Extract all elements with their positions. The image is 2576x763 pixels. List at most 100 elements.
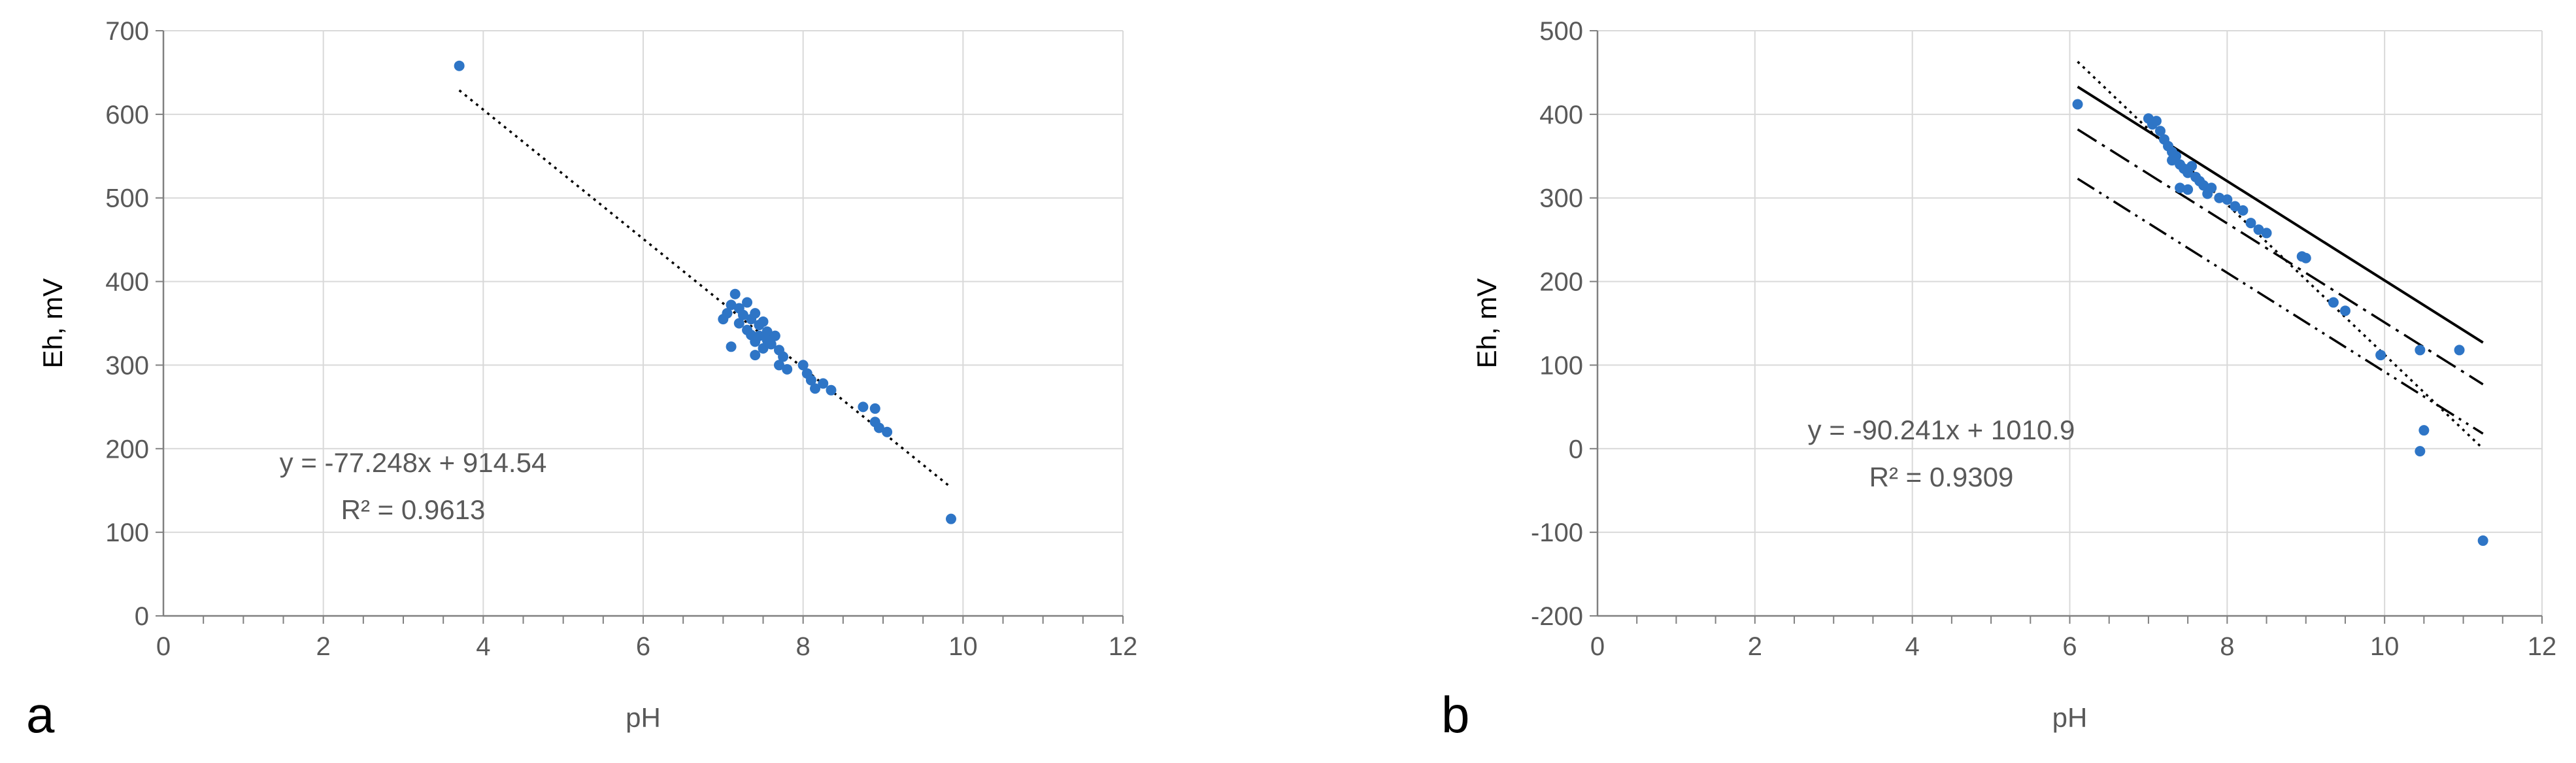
panel-b-y-tick-label: 200 — [1539, 268, 1583, 297]
panel-b-data-point — [2198, 180, 2209, 191]
panel-b-data-point — [2418, 425, 2430, 436]
panel-b-data-point — [2150, 116, 2162, 127]
panel-b-data-point — [2230, 201, 2241, 212]
panel-b-data-point — [2375, 350, 2386, 361]
panel-a-data-point — [726, 341, 737, 352]
panel-b-r-squared: R² = 0.9309 — [1869, 462, 2014, 492]
panel-a-data-point — [726, 299, 737, 311]
panel-b-data-point — [2183, 184, 2194, 195]
panel-a-data-point — [742, 297, 753, 308]
panel-a-data-point — [722, 308, 733, 319]
panel-b-data-point — [2415, 345, 2426, 356]
panel-a-data-point — [869, 403, 880, 414]
panel-a-data-point — [761, 326, 773, 337]
panel-b-y-tick-label: 100 — [1539, 351, 1583, 380]
panel-a-x-tick-label: 0 — [156, 632, 171, 661]
panel-b-data-point — [2175, 182, 2186, 194]
panel-b-letter: b — [1441, 686, 1469, 743]
panel-a-data-point — [858, 401, 869, 413]
panel-a-data-point — [454, 60, 465, 71]
panel-a-data-point — [805, 375, 816, 386]
panel-a-y-tick-label: 200 — [105, 435, 149, 464]
panel-b-data-point — [2206, 182, 2217, 194]
panel-a-data-point — [765, 339, 777, 350]
panel-a-y-tick-label: 0 — [135, 602, 149, 631]
panel-a-y-tick-label: 500 — [105, 184, 149, 213]
panel-b-data-point — [2171, 150, 2182, 161]
panel-a-data-point — [773, 360, 784, 371]
panel-b-data-point — [2261, 228, 2272, 239]
panel-a-y-tick-label: 700 — [105, 17, 149, 46]
panel-b-data-point — [2477, 535, 2488, 546]
panel-b-data-point — [2222, 194, 2233, 205]
panel-b-x-tick-label: 0 — [1590, 632, 1605, 661]
panel-a-data-point — [733, 318, 744, 329]
panel-b-y-tick-label: -100 — [1531, 518, 1583, 547]
panel-b-data-point — [2245, 218, 2256, 229]
panel-b-data-point — [2237, 205, 2249, 216]
panel-b-y-axis-title: Eh, mV — [1471, 279, 1502, 369]
panel-b-y-tick-label: 0 — [1569, 435, 1583, 464]
panel-b-x-tick-label: 12 — [2528, 632, 2557, 661]
panel-a-data-point — [778, 351, 789, 362]
panel-b-data-point — [2415, 446, 2426, 457]
panel-a-data-point — [810, 383, 821, 394]
panel-a-x-tick-label: 6 — [636, 632, 650, 661]
panel-a-data-point — [758, 316, 769, 327]
panel-b-x-axis-title: pH — [2052, 702, 2088, 733]
panel-b-data-point — [2454, 345, 2465, 356]
panel-b-x-tick-label: 4 — [1905, 632, 1920, 661]
panel-a-y-tick-label: 400 — [105, 268, 149, 297]
panel-a-data-point — [750, 308, 761, 319]
panel-b-y-tick-label: 400 — [1539, 101, 1583, 129]
panel-b-y-tick-label: -200 — [1531, 602, 1583, 631]
panel-a-data-point — [737, 309, 748, 320]
panel-a-data-point — [729, 288, 741, 299]
panel-a-x-tick-label: 2 — [316, 632, 331, 661]
panel-a-letter: a — [26, 686, 55, 743]
panel-b-data-point — [2186, 161, 2198, 172]
panel-b-x-tick-label: 10 — [2370, 632, 2400, 661]
panel-b-y-tick-label: 500 — [1539, 17, 1583, 46]
panel-b-data-point — [2253, 224, 2264, 235]
panel-a-data-point — [945, 513, 956, 524]
panel-a-data-point — [769, 330, 780, 341]
panel-a-data-point — [758, 343, 769, 354]
panel-b-x-tick-label: 8 — [2220, 632, 2234, 661]
panel-a-y-tick-label: 300 — [105, 351, 149, 380]
panel-a-y-tick-label: 100 — [105, 518, 149, 547]
panel-a-data-point — [826, 384, 837, 396]
panel-b-trendline-dotted — [2077, 61, 2484, 450]
panel-b-trendline-dashdot — [2077, 128, 2484, 386]
panel-a-data-point — [782, 364, 793, 375]
panel-b-x-tick-label: 6 — [2062, 632, 2077, 661]
panel-b-data-point — [2214, 192, 2225, 203]
panel-a-x-tick-label: 4 — [476, 632, 490, 661]
panel-b-data-point — [2072, 99, 2083, 110]
panel-b-data-point — [2339, 305, 2350, 316]
panel-b-y-tick-label: 300 — [1539, 184, 1583, 213]
panel-b-trendline-solid — [2077, 85, 2484, 344]
panel-a-data-point — [882, 426, 893, 437]
panel-b-data-point — [2154, 126, 2166, 137]
panel-a-regression-equation: y = -77.248x + 914.54 — [280, 447, 547, 478]
panel-a-x-tick-label: 12 — [1109, 632, 1138, 661]
panel-b-data-point — [2300, 252, 2311, 263]
panel-b-data-point — [2328, 297, 2339, 308]
panel-a-chart: 0 2 4 6 8 10 12 0 100 200 300 400 500 600 700 pH Eh, mV y… — [26, 17, 1137, 743]
panel-a-y-axis-title: Eh, mV — [37, 279, 68, 369]
panel-b-regression-equation: y = -90.241x + 1010.9 — [1808, 415, 2075, 445]
panel-a-data-point — [873, 422, 884, 433]
panel-a-x-tick-label: 8 — [796, 632, 811, 661]
panel-a-data-point — [797, 360, 809, 371]
panel-a-r-squared: R² = 0.9613 — [341, 494, 486, 525]
panel-b-x-tick-label: 2 — [1748, 632, 1762, 661]
panel-a-data-point — [754, 330, 765, 341]
panel-a-y-tick-label: 600 — [105, 101, 149, 129]
panel-b-chart: 0 2 4 6 8 10 12 -200 -100 0 100 200 300 400 500 pH Eh, m… — [1441, 17, 2556, 743]
panel-b-trendline-dashdotdot — [2077, 177, 2484, 435]
panel-a-trendline-dotted — [458, 89, 952, 488]
panel-a-x-axis-title: pH — [626, 702, 661, 733]
